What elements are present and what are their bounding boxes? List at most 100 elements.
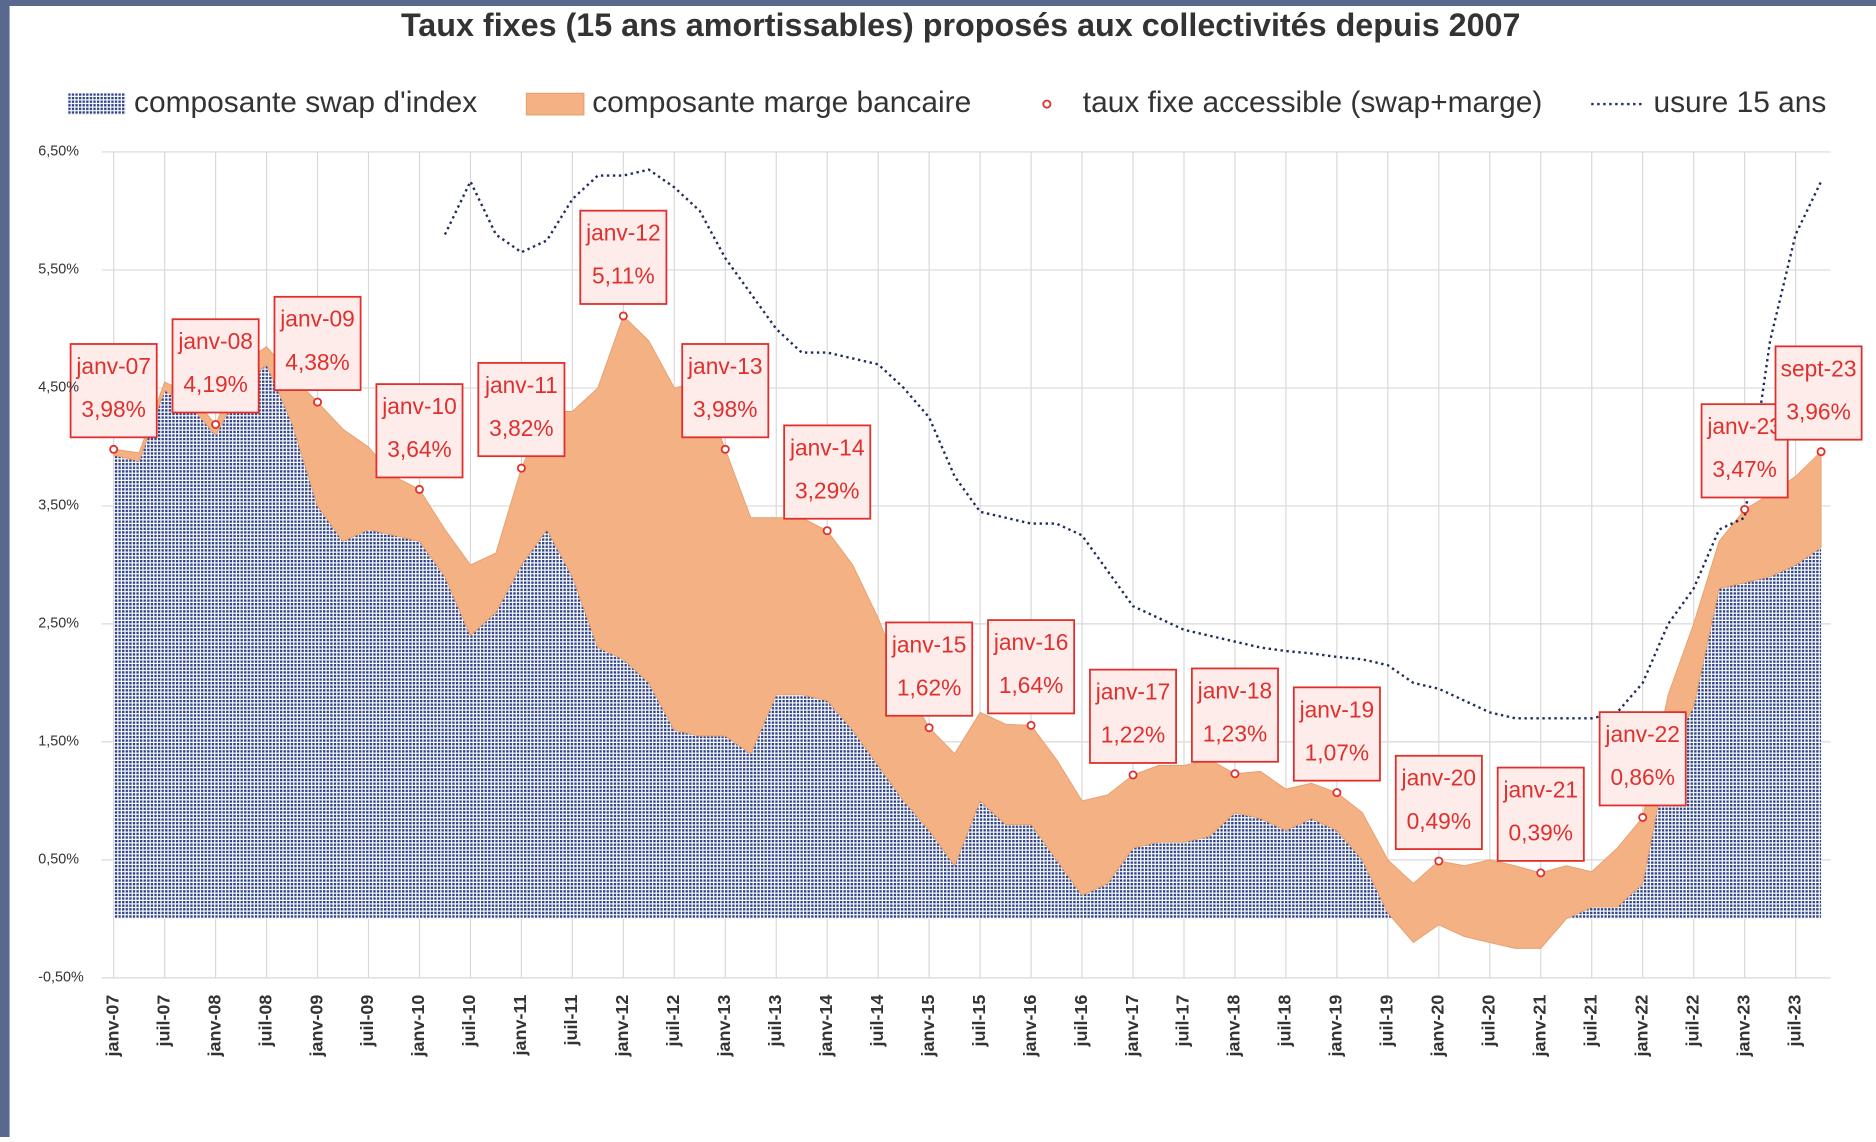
annotation-value: 3,82% [489,415,553,441]
x-tick-label: janv-12 [612,995,632,1058]
axes: -0,50% 0,50% 1,50% 2,50% 3,50% 4,50% 5,50% 6,50… [38,144,1804,1058]
x-tick-label: janv-08 [204,995,224,1058]
rate-marker [1434,856,1444,866]
annotation-box [681,343,770,439]
y-tick-label: -0,50% [38,970,84,986]
annotation-value: 1,23% [1203,720,1267,746]
rate-marker [313,397,323,407]
annotation-date: janv-23 [1706,413,1782,439]
x-tick-label: janv-19 [1326,995,1346,1058]
x-tick-label: juil-13 [765,995,785,1048]
x-tick-label: juil-22 [1682,995,1702,1048]
x-tick-label: janv-10 [408,995,428,1058]
annotation-date: janv-19 [1299,696,1375,722]
annotation-box [987,619,1076,715]
annotation-box [1394,754,1483,850]
annotation-box [1774,345,1863,441]
rate-marker [414,484,424,494]
rate-marker [211,420,221,429]
legend-label: composante swap d'index [134,86,477,119]
annotation-value: 0,86% [1610,764,1674,790]
annotation-value: 5,11% [592,263,655,289]
annotation-value: 3,96% [1786,398,1850,424]
x-tick-label: juil-18 [1275,995,1295,1048]
annotation-value: 4,38% [285,349,349,375]
x-tick-label: juil-21 [1580,995,1600,1048]
legend: composante swap d'index composante marge … [68,86,1826,119]
rate-marker [1638,812,1648,822]
legend-label: usure 15 ans [1653,86,1826,119]
x-tick-label: juil-19 [1377,995,1397,1048]
annotation-value: 1,22% [1101,722,1165,748]
x-tick-label: janv-23 [1733,995,1753,1058]
x-tick-label: juil-15 [969,995,989,1048]
annotation-box [1496,766,1585,862]
x-tick-label: janv-16 [1020,995,1040,1058]
annotations: janv-07 3,98% janv-08 4,19% janv-09 4,38% janv… [69,209,1863,878]
x-tick-label: janv-11 [510,995,530,1057]
rate-marker [1026,720,1036,730]
x-tick-label: janv-07 [102,995,122,1058]
annotation-value: 3,98% [81,396,145,422]
annotation-value: 1,62% [897,674,961,700]
rate-marker [618,311,628,321]
legend-label: composante marge bancaire [592,86,971,119]
x-tick-label: janv-17 [1122,995,1142,1058]
annotation-box [783,424,872,520]
annotation-date: janv-08 [177,328,253,354]
annotation-date: janv-17 [1095,679,1171,705]
annotation-box [579,209,668,305]
y-tick-label: 0,50% [38,852,79,868]
usure-line [443,168,1823,720]
lines [443,168,1823,720]
annotation-value: 3,64% [387,436,451,462]
annotation-date: janv-12 [585,220,661,246]
rate-marker [516,463,526,473]
annotation-value: 4,19% [183,371,247,397]
annotation-date: janv-09 [279,306,355,332]
annotation-value: 3,47% [1712,456,1776,482]
annotation-box [1292,686,1381,782]
annotation-box [477,361,566,458]
annotation-date: janv-16 [993,629,1069,655]
annotation-date: janv-18 [1197,677,1273,703]
annotation-box [1089,668,1177,764]
x-tick-label: janv-21 [1529,995,1549,1058]
rate-marker [1816,447,1826,457]
y-tick-label: 3,50% [38,498,79,514]
legend-swatch [525,92,585,116]
x-tick-label: juil-12 [663,995,683,1048]
x-tick-label: juil-14 [867,995,887,1048]
annotation-box [171,318,260,414]
x-tick-label: janv-09 [306,995,326,1058]
annotation-box [69,343,158,439]
rate-marker [924,723,934,733]
x-tick-label: juil-08 [255,995,275,1048]
x-tick-label: juil-23 [1784,995,1804,1048]
chart-title: Taux fixes (15 ans amortissables) propos… [401,7,1520,43]
annotation-value: 3,98% [693,396,757,422]
x-tick-label: juil-09 [357,995,377,1048]
annotation-value: 1,64% [999,672,1063,698]
annotation-value: 1,07% [1305,739,1369,765]
annotation-value: 3,29% [795,477,859,503]
x-tick-label: janv-15 [918,995,938,1058]
rate-marker [822,526,832,536]
annotation-box [1190,667,1279,763]
x-tick-label: juil-10 [459,995,479,1048]
annotation-date: janv-20 [1401,765,1477,791]
x-tick-label: juil-20 [1479,995,1499,1048]
annotation-date: janv-10 [381,393,457,419]
annotation-value: 0,49% [1407,808,1471,834]
x-tick-label: juil-16 [1071,995,1091,1048]
rate-marker [720,444,730,454]
annotation-date: janv-13 [687,353,763,379]
y-tick-label: 4,50% [38,380,79,396]
rate-marker [1536,868,1546,878]
x-tick-label: juil-07 [153,995,173,1048]
rate-marker [1128,770,1138,780]
annotation-date: janv-07 [75,353,151,379]
rate-marker [109,444,119,454]
